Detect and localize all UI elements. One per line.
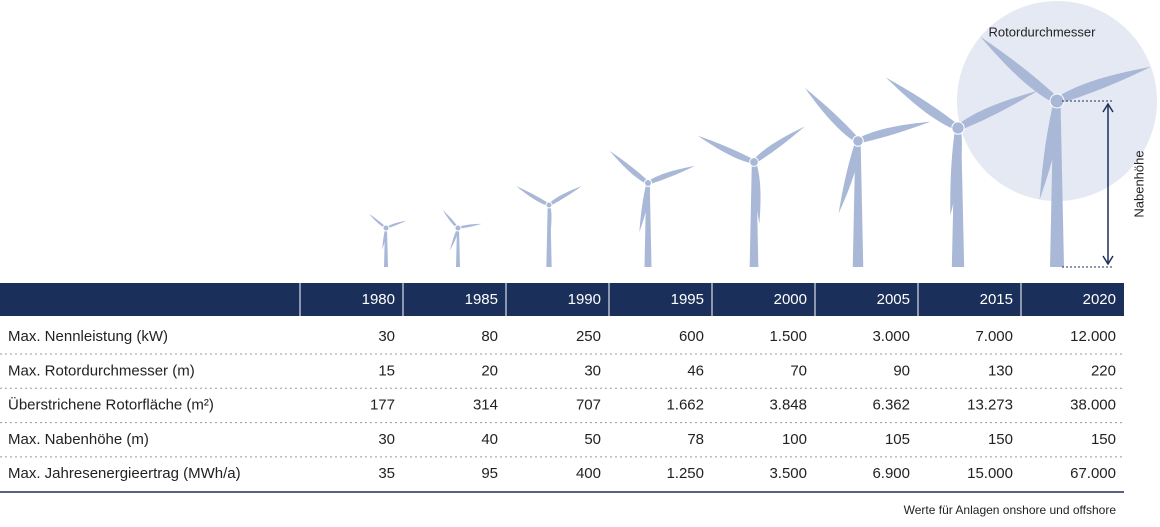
cell: 6.900 <box>872 465 910 482</box>
cell: 30 <box>378 328 395 345</box>
blade <box>369 213 387 229</box>
column-header: 2000 <box>774 291 807 308</box>
cell: 6.362 <box>872 397 910 414</box>
blade <box>950 127 962 216</box>
column-header: 2005 <box>877 291 910 308</box>
blade <box>980 36 1060 104</box>
cell: 30 <box>584 362 601 379</box>
blade <box>885 77 960 131</box>
blade <box>857 121 931 144</box>
blade <box>548 186 582 207</box>
cell: 20 <box>481 362 498 379</box>
cell: 70 <box>790 362 807 379</box>
diameter-label: Rotordurchmesser <box>989 24 1097 39</box>
cell: 12.000 <box>1070 328 1116 345</box>
tower <box>456 228 460 267</box>
arrow-heads <box>1102 102 1114 266</box>
row-label: Überstrichene Rotorfläche (m²) <box>8 396 214 414</box>
tower <box>852 141 864 267</box>
hub <box>382 224 390 232</box>
blade <box>697 135 755 164</box>
cell: 400 <box>576 465 601 482</box>
cell: 40 <box>481 431 498 448</box>
column-header: 1980 <box>362 291 395 308</box>
cell: 600 <box>679 328 704 345</box>
hub <box>749 157 759 167</box>
cell: 1.500 <box>769 328 807 345</box>
cell: 3.848 <box>769 397 807 414</box>
blade <box>547 205 552 243</box>
cell: 177 <box>370 397 395 414</box>
blade <box>516 186 550 207</box>
cell: 13.273 <box>967 397 1013 414</box>
column-header: 2020 <box>1083 291 1116 308</box>
cell: 7.000 <box>975 328 1013 345</box>
hub-height-label: Nabenhöhe <box>1131 150 1146 217</box>
blade <box>752 161 761 224</box>
blade <box>1055 66 1151 105</box>
column-header: 1995 <box>671 291 704 308</box>
row-label: Max. Rotordurchmesser (m) <box>8 362 195 379</box>
cell: 35 <box>378 465 395 482</box>
blade <box>385 220 407 229</box>
cell: 80 <box>481 328 498 345</box>
cell: 1.662 <box>666 397 704 414</box>
cell: 38.000 <box>1070 397 1116 414</box>
cell: 50 <box>584 431 601 448</box>
cell: 3.500 <box>769 465 807 482</box>
hub <box>951 121 965 135</box>
hub <box>454 224 462 232</box>
blade <box>457 223 482 229</box>
hub <box>1049 93 1065 109</box>
cell: 30 <box>378 431 395 448</box>
cell: 100 <box>782 431 807 448</box>
footnote: Werte für Anlagen onshore und offshore <box>904 503 1117 517</box>
cell: 150 <box>988 431 1013 448</box>
blade <box>752 126 805 164</box>
column-header: 1990 <box>568 291 601 308</box>
blade <box>382 227 387 250</box>
cell: 250 <box>576 328 601 345</box>
cell: 78 <box>687 431 704 448</box>
cell: 150 <box>1091 431 1116 448</box>
cell: 3.000 <box>872 328 910 345</box>
blade <box>442 209 459 229</box>
turbines <box>369 36 1151 267</box>
blade <box>838 140 861 214</box>
cell: 220 <box>1091 362 1116 379</box>
column-header: 1985 <box>465 291 498 308</box>
hub <box>852 135 864 147</box>
hub <box>644 179 652 187</box>
row-label: Max. Jahresenergieertrag (MWh/a) <box>8 465 241 482</box>
cell: 314 <box>473 397 498 414</box>
cell: 707 <box>576 397 601 414</box>
blade <box>609 150 650 185</box>
cell: 105 <box>885 431 910 448</box>
row-label: Max. Nennleistung (kW) <box>8 328 168 345</box>
cell: 15 <box>378 362 395 379</box>
table-header <box>0 283 1124 316</box>
cell: 67.000 <box>1070 465 1116 482</box>
blade <box>449 227 459 251</box>
blade <box>639 182 650 233</box>
cell: 95 <box>481 465 498 482</box>
blade <box>1039 100 1061 200</box>
cell: 1.250 <box>666 465 704 482</box>
cell: 90 <box>893 362 910 379</box>
column-header: 2015 <box>980 291 1013 308</box>
blade <box>956 90 1038 131</box>
cell: 46 <box>687 362 704 379</box>
blade <box>804 87 860 143</box>
cell: 15.000 <box>967 465 1013 482</box>
hub <box>545 201 553 209</box>
cell: 130 <box>988 362 1013 379</box>
blade <box>647 165 695 185</box>
row-label: Max. Nabenhöhe (m) <box>8 431 149 448</box>
